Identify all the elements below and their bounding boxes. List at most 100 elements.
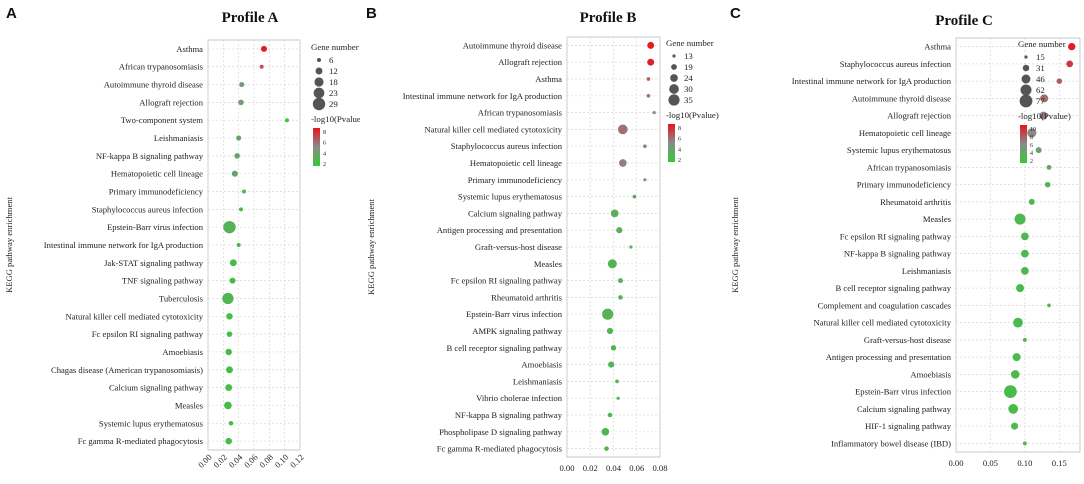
category-label: Jak-STAT signaling pathway xyxy=(104,258,204,268)
data-point xyxy=(632,194,637,199)
category-label: Systemic lupus erythematosus xyxy=(847,145,952,155)
category-label: Hematopoietic cell lineage xyxy=(470,158,562,168)
panel-label: B xyxy=(366,5,377,22)
data-point xyxy=(646,93,651,98)
data-point xyxy=(259,64,264,69)
legend-color-tick: 4 xyxy=(1030,151,1033,157)
category-label: Staphylococcus aureus infection xyxy=(92,204,204,214)
data-point xyxy=(242,189,247,194)
category-label: Leishmaniasis xyxy=(154,133,204,143)
category-label: Systemic lupus erythematosus xyxy=(458,192,563,202)
chart-title: Profile B xyxy=(580,10,637,26)
data-point xyxy=(1012,353,1021,362)
legend-size-dot xyxy=(1024,55,1028,59)
category-label: Staphylococcus aureus infection xyxy=(840,59,952,69)
data-point xyxy=(225,384,233,392)
data-point xyxy=(236,243,241,247)
data-point xyxy=(1014,213,1026,225)
category-label: NF-kappa B signaling pathway xyxy=(96,151,204,161)
data-point xyxy=(1035,147,1042,154)
data-point xyxy=(604,446,609,451)
x-tick-label: 0.00 xyxy=(948,458,963,468)
panel-label: A xyxy=(6,5,17,22)
category-label: Amoebiasis xyxy=(162,347,203,357)
category-label: Fc epsilon RI signaling pathway xyxy=(840,231,952,241)
category-label: Systemic lupus erythematosus xyxy=(99,418,204,428)
legend-size-dot xyxy=(670,74,678,82)
category-label: Intestinal immune network for IgA produc… xyxy=(44,240,204,250)
legend-color-tick: 4 xyxy=(323,151,326,157)
legend-color-title: -log10(Pvalue) xyxy=(666,110,719,120)
legend-size-label: 62 xyxy=(1036,85,1045,95)
category-label: NF-kappa B signaling pathway xyxy=(455,410,563,420)
category-label: Leishmaniasis xyxy=(902,266,952,276)
data-point xyxy=(229,259,237,267)
data-point xyxy=(601,427,610,436)
legend-color-tick: 8 xyxy=(323,130,326,136)
legend-color-tick: 6 xyxy=(1030,143,1033,149)
legend-color-tick: 4 xyxy=(678,147,681,153)
category-label: Asthma xyxy=(535,74,562,84)
category-label: Antigen processing and presentation xyxy=(826,352,952,362)
data-point xyxy=(1021,249,1029,258)
category-label: Staphylococcus aureus infection xyxy=(451,141,563,151)
data-point xyxy=(225,437,232,445)
data-point xyxy=(617,278,623,284)
legend-size-label: 18 xyxy=(329,77,338,87)
category-label: Fc epsilon RI signaling pathway xyxy=(92,329,204,339)
data-point xyxy=(223,220,236,234)
category-label: Phospholipase D signaling pathway xyxy=(439,427,563,437)
x-tick-label: 0.15 xyxy=(1052,458,1067,468)
legend-color-bar xyxy=(1020,125,1027,163)
data-point xyxy=(1066,60,1074,68)
data-point xyxy=(629,245,633,249)
data-point xyxy=(231,170,238,177)
category-label: African trypanosomiasis xyxy=(119,62,204,72)
data-point xyxy=(226,331,233,337)
data-point xyxy=(606,327,614,335)
data-point xyxy=(225,348,232,356)
category-label: African trypanosomiasis xyxy=(478,108,563,118)
legend-size-label: 77 xyxy=(1036,96,1045,106)
category-label: Intestinal immune network for IgA produc… xyxy=(792,76,952,86)
legend-size-dot xyxy=(313,87,325,99)
category-label: Allograft rejection xyxy=(887,111,951,121)
category-label: B cell receptor signaling pathway xyxy=(836,283,952,293)
data-point xyxy=(234,153,240,159)
data-point xyxy=(1022,441,1027,446)
category-label: Epstein-Barr virus infection xyxy=(855,387,952,397)
chart-title: Profile A xyxy=(222,10,279,26)
category-label: Intestinal immune network for IgA produc… xyxy=(403,91,563,101)
chart-b: B Profile B KEGG pathway enrichment 0.00 0.0… xyxy=(366,5,719,473)
legend-color-title: -log10(Pvalue) xyxy=(311,114,360,124)
chart-c: C Profile C KEGG pathway enrichment 0.00 0.0… xyxy=(730,5,1081,468)
category-label: Vibrio cholerae infection xyxy=(476,393,563,403)
x-tick-label: 0.00 xyxy=(196,452,214,470)
data-point xyxy=(652,111,656,115)
category-label: Hematopoietic cell lineage xyxy=(859,128,951,138)
legend-size-label: 6 xyxy=(329,55,334,65)
data-point xyxy=(1068,42,1076,51)
x-tick-label: 0.02 xyxy=(211,452,229,470)
category-label: HIF-1 signaling pathway xyxy=(865,421,952,431)
category-label: Measles xyxy=(923,214,952,224)
category-label: Asthma xyxy=(924,42,951,52)
category-label: Tuberculosis xyxy=(159,293,204,303)
category-label: Fc gamma R-mediated phagocytosis xyxy=(78,436,204,446)
category-label: Autoimmune thyroid disease xyxy=(463,40,562,50)
legend-size-label: 23 xyxy=(329,88,338,98)
legend-size-dot xyxy=(1020,84,1032,96)
data-point xyxy=(229,277,236,284)
legend-color-bar xyxy=(313,128,320,166)
data-point xyxy=(618,295,623,300)
data-point xyxy=(1027,128,1037,138)
legend-size-title: Gene number xyxy=(1018,39,1066,49)
panel-a: A Profile A KEGG pathway enrichment 0.00 0.0… xyxy=(0,0,360,484)
legend-color-tick: 2 xyxy=(678,158,681,164)
data-point xyxy=(1008,404,1019,414)
data-point xyxy=(1013,317,1023,328)
legend-color-tick: 6 xyxy=(678,137,681,143)
legend-size-dot xyxy=(669,84,679,94)
data-point xyxy=(1044,181,1051,188)
category-label: Allograft rejection xyxy=(498,57,562,67)
